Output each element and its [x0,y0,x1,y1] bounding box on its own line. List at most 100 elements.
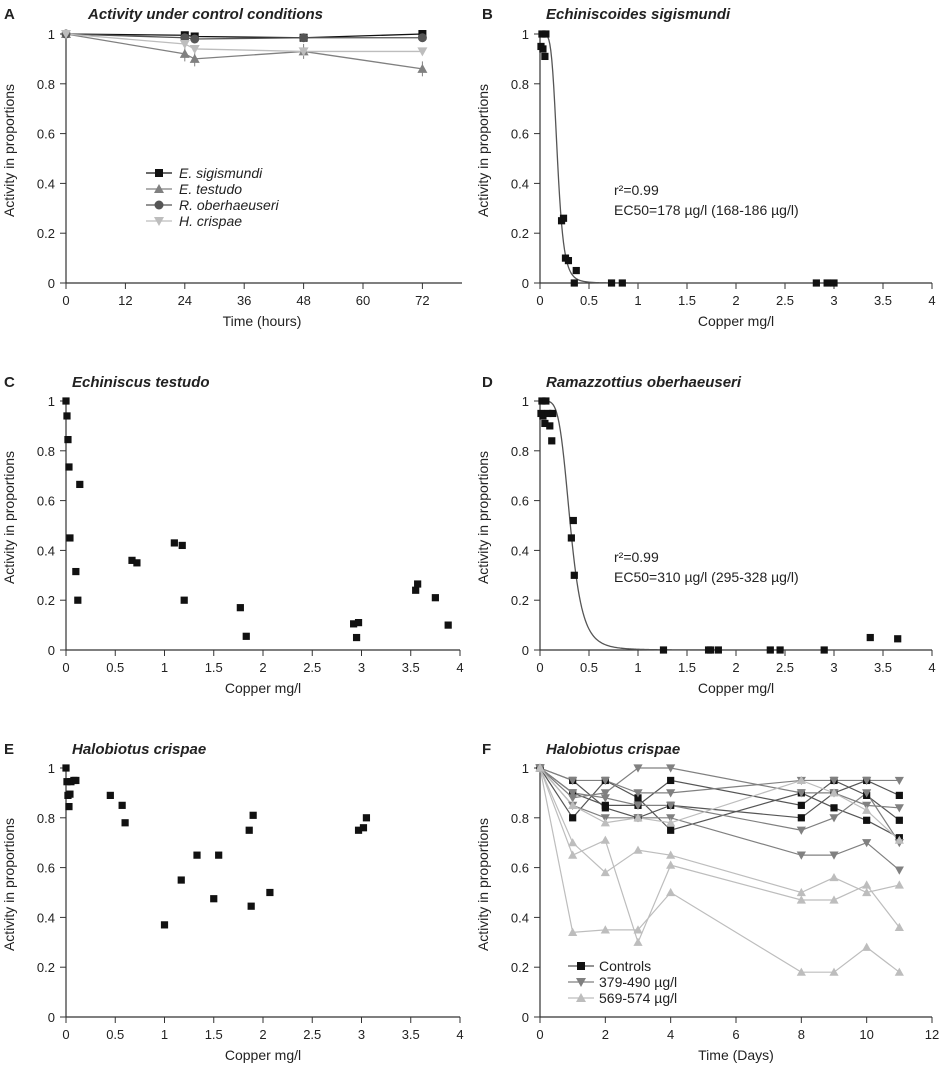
data-point [894,967,904,976]
data-point [431,594,439,602]
x-tick-label: 0 [62,293,69,308]
y-tick-label: 0.4 [37,176,55,191]
fit-curve [540,33,834,284]
x-tick-label: 36 [237,293,251,308]
y-axis-label: Activity in proportions [1,818,17,951]
data-point [350,620,358,628]
data-point [666,818,676,827]
series-line [539,767,900,894]
y-tick-label: 0.8 [37,77,55,92]
data-point [541,419,549,428]
x-tick-label: 6 [732,1027,739,1042]
data-point [298,47,309,57]
panel-letter: A [4,6,15,23]
y-tick-label: 1 [48,761,55,776]
y-tick-label: 0.6 [511,494,529,509]
data-point [538,397,546,405]
data-point [829,872,839,882]
data-point [829,967,839,976]
legend-label: 569-574 µg/l [599,990,677,1006]
legend-marker [576,993,586,1002]
data-point [633,845,643,854]
legend-marker [576,978,586,987]
legend-marker [154,217,164,226]
data-point [245,826,253,834]
x-tick-label: 3.5 [874,293,892,308]
x-tick-label: 8 [798,1027,805,1042]
y-axis-label: Activity in proportions [475,84,491,217]
data-point [796,887,806,897]
data-point [600,789,610,798]
data-point [862,805,872,814]
data-point [569,516,577,525]
y-tick-label: 0.6 [37,861,55,876]
x-tick-label: 48 [296,293,310,308]
x-tick-label: 2 [732,293,739,308]
data-point [76,480,84,489]
x-tick-label: 4 [456,660,463,675]
data-point [830,279,838,287]
y-tick-label: 0.4 [511,910,529,925]
y-tick-label: 0.8 [511,77,529,92]
legend-label: H. crispae [179,213,242,229]
panel-title: Activity under control conditions [87,6,323,23]
y-tick-label: 0.6 [511,127,529,142]
data-point [193,851,201,859]
panel-title: Ramazzottius oberhaeuseri [546,374,742,391]
data-point [776,646,784,654]
data-point [796,775,806,785]
data-point [862,839,872,848]
data-point [600,818,610,827]
panel-title: Halobiotus crispae [72,741,206,758]
y-tick-label: 0.2 [37,226,55,241]
x-tick-label: 0.5 [580,293,598,308]
data-point [830,804,838,812]
data-point [829,788,839,797]
data-point [568,927,578,936]
x-tick-label: 1 [634,660,641,675]
data-point [796,895,806,904]
y-axis-label: Activity in proportions [475,451,491,584]
data-point [600,776,610,786]
y-tick-label: 1 [48,394,55,409]
data-point [823,279,831,287]
data-point [65,802,73,811]
data-point [61,30,71,39]
series-line [539,767,900,871]
data-point [64,435,72,444]
data-point [179,39,190,49]
data-point [535,763,545,772]
y-tick-label: 0.8 [37,444,55,459]
data-point [65,463,73,471]
data-point [829,895,839,904]
data-point [634,794,642,802]
data-point [829,776,839,786]
y-tick-label: 0 [522,276,529,291]
x-tick-label: 12 [118,293,132,308]
x-tick-label: 0 [62,660,69,675]
data-point [559,214,568,222]
legend-label: E. testudo [179,181,242,197]
panel-title: Halobiotus crispae [546,741,680,758]
data-point [568,850,578,859]
data-point [568,838,578,847]
data-point [190,34,200,44]
panel-title: Echiniscus testudo [72,374,210,391]
x-tick-label: 3.5 [874,660,892,675]
y-tick-label: 0.4 [511,543,529,558]
x-tick-label: 0.5 [106,660,124,675]
data-point [600,835,610,844]
data-point [894,866,904,875]
x-tick-label: 0.5 [580,660,598,675]
y-tick-label: 1 [522,394,529,409]
y-tick-label: 0 [48,1010,55,1025]
panel-letter: C [4,374,15,391]
data-point [249,811,257,819]
ec50-annotation: EC50=310 µg/l (295-328 µg/l) [614,569,799,585]
data-point [796,851,806,860]
data-point [72,567,80,576]
x-tick-label: 3 [830,660,837,675]
y-tick-label: 0 [48,276,55,291]
x-tick-label: 0.5 [106,1027,124,1042]
